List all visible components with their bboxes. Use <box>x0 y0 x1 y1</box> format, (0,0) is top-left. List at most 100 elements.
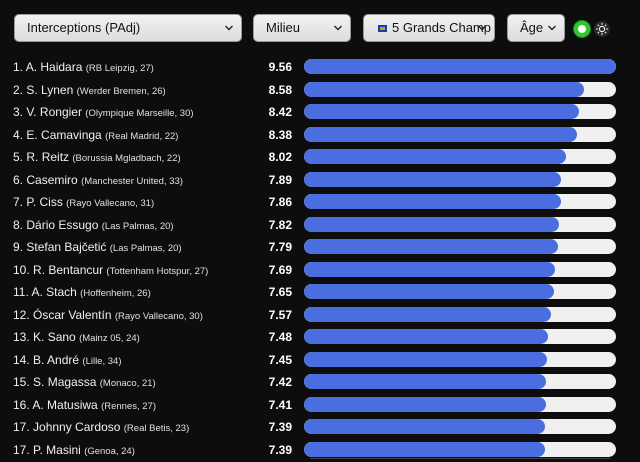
list-item[interactable]: 17. Johnny Cardoso (Real Betis, 23) 7.39 <box>0 416 640 439</box>
value-bar-track <box>304 396 616 412</box>
player-label: 16. A. Matusiwa (Rennes, 27) <box>13 398 156 412</box>
value-bar-fill <box>304 306 552 322</box>
player-name: S. Magassa <box>33 375 97 389</box>
player-value: 7.45 <box>268 352 292 367</box>
player-name: R. Bentancur <box>33 262 104 277</box>
value-bar-fill <box>304 194 561 209</box>
player-value: 8.38 <box>268 127 292 142</box>
league-select[interactable]: 5 Grands Champ <box>363 14 495 42</box>
player-value: 9.56 <box>268 60 292 74</box>
list-item[interactable]: 2. S. Lynen (Werder Bremen, 26) 8.58 <box>0 79 640 102</box>
player-label: 9. Stefan Bajčetić (Las Palmas, 20) <box>13 240 182 254</box>
player-value: 8.02 <box>268 150 292 164</box>
value-bar-track <box>304 104 616 119</box>
player-club: (Real Betis, 23) <box>123 423 190 434</box>
list-item[interactable]: 15. S. Magassa (Monaco, 21) 7.42 <box>0 371 640 394</box>
list-item[interactable]: 6. Casemiro (Manchester United, 33) 7.89 <box>0 169 640 192</box>
chevron-down-icon <box>478 24 486 32</box>
player-club: (Monaco, 21) <box>99 378 156 389</box>
player-club: (Las Palmas, 20) <box>109 243 182 254</box>
player-club: (Manchester United, 33) <box>81 175 183 187</box>
player-club: (Hoffenheim, 26) <box>80 288 151 299</box>
list-item[interactable]: 4. E. Camavinga (Real Madrid, 22) 8.38 <box>0 124 640 147</box>
value-bar-fill <box>304 284 554 299</box>
list-item[interactable]: 10. R. Bentancur (Tottenham Hotspur, 27)… <box>0 259 640 282</box>
list-item[interactable]: 1. A. Haidara (RB Leipzig, 27) 9.56 <box>0 56 640 79</box>
sun-icon[interactable] <box>594 21 610 37</box>
player-label: 1. A. Haidara (RB Leipzig, 27) <box>13 60 154 74</box>
player-rank: 17. <box>13 420 30 434</box>
chevron-down-icon <box>334 24 342 32</box>
list-item[interactable]: 7. P. Ciss (Rayo Vallecano, 31) 7.86 <box>0 191 640 214</box>
list-item[interactable]: 5. R. Reitz (Borussia Mgladbach, 22) 8.02 <box>0 146 640 169</box>
player-club: (Rayo Vallecano, 30) <box>114 310 203 322</box>
position-select[interactable]: Milieu <box>253 14 351 42</box>
player-name: R. Reitz <box>26 150 70 164</box>
player-club: (Lille, 34) <box>82 355 122 367</box>
bottom-divider <box>310 458 610 459</box>
player-value: 7.57 <box>268 307 292 322</box>
player-label: 2. S. Lynen (Werder Bremen, 26) <box>13 83 166 97</box>
player-name: Dário Essugo <box>26 217 99 232</box>
player-name: V. Rongier <box>26 105 82 119</box>
player-club: (Tottenham Hotspur, 27) <box>106 265 209 277</box>
value-bar-fill <box>304 239 559 254</box>
player-club: (Rennes, 27) <box>101 400 156 412</box>
list-item[interactable]: 12. Óscar Valentín (Rayo Vallecano, 30) 7… <box>0 304 640 327</box>
player-club: (Las Palmas, 20) <box>101 220 174 232</box>
player-club: (Real Madrid, 22) <box>105 130 179 142</box>
player-name: Casemiro <box>26 172 78 187</box>
value-bar-fill <box>304 441 546 457</box>
value-bar-track <box>304 171 616 187</box>
player-rank: 3. <box>13 105 24 119</box>
player-label: 10. R. Bentancur (Tottenham Hotspur, 27) <box>13 263 208 277</box>
player-rank: 10. <box>13 262 30 277</box>
list-item[interactable]: 11. A. Stach (Hoffenheim, 26) 7.65 <box>0 281 640 304</box>
filter-bar: Interceptions (PAdj) Milieu 5 Grands Cha… <box>14 14 626 42</box>
value-bar-fill <box>304 419 546 434</box>
value-bar-fill <box>304 351 548 367</box>
player-rank: 16. <box>13 397 30 412</box>
list-item[interactable]: 9. Stefan Bajčetić (Las Palmas, 20) 7.79 <box>0 236 640 259</box>
value-bar-track <box>304 261 616 277</box>
value-bar-track <box>304 239 616 254</box>
player-name: A. Matusiwa <box>32 397 98 412</box>
chevron-down-icon <box>225 24 233 32</box>
green-toggle-icon[interactable] <box>574 21 590 37</box>
league-select-value: 5 Grands Champ <box>392 20 491 35</box>
player-rank: 17. <box>13 442 30 457</box>
player-rank: 9. <box>13 240 24 254</box>
value-bar-track <box>304 374 616 389</box>
player-club: (RB Leipzig, 27) <box>85 63 154 74</box>
player-value: 7.79 <box>268 240 292 254</box>
player-label: 15. S. Magassa (Monaco, 21) <box>13 375 156 389</box>
list-item[interactable]: 13. K. Sano (Mainz 05, 24) 7.48 <box>0 326 640 349</box>
value-bar-fill <box>304 374 547 389</box>
player-name: A. Haidara <box>25 60 83 74</box>
value-bar-fill <box>304 261 555 277</box>
list-item[interactable]: 3. V. Rongier (Olympique Marseille, 30) 8… <box>0 101 640 124</box>
player-label: 12. Óscar Valentín (Rayo Vallecano, 30) <box>13 308 203 322</box>
player-label: 14. B. André (Lille, 34) <box>13 353 121 367</box>
player-rank: 12. <box>13 307 30 322</box>
value-bar-track <box>304 81 616 97</box>
metric-select[interactable]: Interceptions (PAdj) <box>14 14 242 42</box>
player-value: 7.41 <box>268 397 292 412</box>
ranking-list: 1. A. Haidara (RB Leipzig, 27) 9.56 2. S. … <box>0 56 640 461</box>
age-select-value: Âge <box>520 20 544 35</box>
player-value: 7.69 <box>268 262 292 277</box>
player-rank: 2. <box>13 82 24 97</box>
list-item[interactable]: 16. A. Matusiwa (Rennes, 27) 7.41 <box>0 394 640 417</box>
player-value: 8.42 <box>268 105 292 119</box>
player-rank: 15. <box>13 375 30 389</box>
player-rank: 7. <box>13 195 24 209</box>
player-value: 7.42 <box>268 375 292 389</box>
player-label: 8. Dário Essugo (Las Palmas, 20) <box>13 218 174 232</box>
player-rank: 6. <box>13 172 24 187</box>
list-item[interactable]: 14. B. André (Lille, 34) 7.45 <box>0 349 640 372</box>
list-item[interactable]: 8. Dário Essugo (Las Palmas, 20) 7.82 <box>0 214 640 237</box>
player-name: K. Sano <box>33 330 76 344</box>
player-club: (Werder Bremen, 26) <box>76 85 166 97</box>
age-select[interactable]: Âge <box>507 14 565 42</box>
list-item[interactable]: 17. P. Masini (Genoa, 24) 7.39 <box>0 439 640 462</box>
